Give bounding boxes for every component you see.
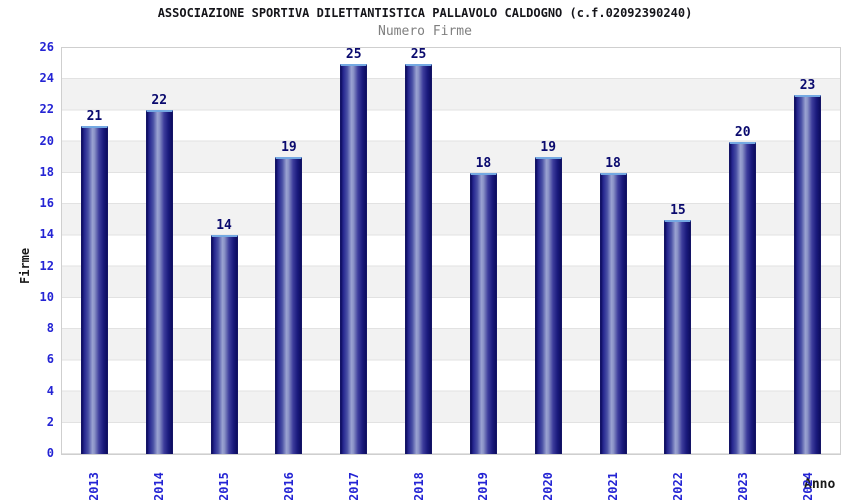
bar-2024 <box>794 94 822 454</box>
y-tick-label: 24 <box>39 71 54 86</box>
x-tick-label-2022: 2022 <box>670 472 685 500</box>
bar-2015 <box>210 235 238 454</box>
y-tick-label: 2 <box>46 414 54 429</box>
bar-2016 <box>275 157 303 454</box>
x-tick-label-2017: 2017 <box>346 472 361 500</box>
x-tick-label-2019: 2019 <box>476 472 491 500</box>
bar-2022 <box>664 219 692 454</box>
y-tick-label: 20 <box>39 133 54 148</box>
chart-title: ASSOCIAZIONE SPORTIVA DILETTANTISTICA PA… <box>157 6 693 20</box>
x-tick-label-2013: 2013 <box>87 472 102 500</box>
bar-2018 <box>405 63 433 454</box>
y-tick-label: 16 <box>39 196 54 211</box>
bar-value-label: 18 <box>605 155 621 171</box>
bar-value-label: 21 <box>86 109 103 125</box>
x-tick-label-2021: 2021 <box>606 472 621 500</box>
bar-value-label: 19 <box>540 140 557 156</box>
x-tick-label-2014: 2014 <box>152 472 167 500</box>
y-tick-label: 10 <box>39 289 54 304</box>
y-tick-label: 14 <box>39 227 54 242</box>
x-axis-title: Anno <box>804 477 836 492</box>
bar-value-label: 19 <box>281 140 297 156</box>
bar-value-label: 15 <box>670 202 686 218</box>
bar-value-label: 25 <box>345 46 362 62</box>
bar-2019 <box>469 172 497 454</box>
chart-subtitle: Numero Firme <box>378 24 472 39</box>
y-tick-label: 6 <box>46 352 54 367</box>
x-tick-label-2024: 2024 <box>800 472 815 500</box>
bar-2023 <box>729 141 757 454</box>
x-tick-label-2023: 2023 <box>735 472 750 500</box>
bar-value-label: 20 <box>734 124 751 140</box>
plot-area: 21 22 14 19 25 25 18 19 18 15 20 23 <box>61 47 841 455</box>
y-tick-label: 18 <box>39 164 54 179</box>
x-tick-label-2016: 2016 <box>281 472 296 500</box>
x-tick-label-2015: 2015 <box>217 472 232 500</box>
bar-value-label: 25 <box>410 46 427 62</box>
bar-2014 <box>145 110 173 454</box>
bar-2017 <box>340 63 368 454</box>
bar-value-label: 14 <box>216 218 232 234</box>
y-tick-label: 12 <box>39 258 54 273</box>
x-tick-label-2018: 2018 <box>411 472 426 500</box>
bar-value-label: 18 <box>475 155 492 171</box>
bar-value-label: 23 <box>799 77 816 93</box>
y-tick-label: 8 <box>46 321 54 336</box>
x-tick-label-2020: 2020 <box>541 472 556 500</box>
bar-2021 <box>599 172 627 454</box>
y-tick-label: 4 <box>46 383 54 398</box>
y-tick-label: 26 <box>39 40 54 54</box>
bar-2020 <box>534 157 562 454</box>
y-tick-label: 22 <box>39 102 54 117</box>
bar-2013 <box>80 126 108 454</box>
y-tick-label: 0 <box>46 446 54 460</box>
bar-value-label: 22 <box>151 93 168 109</box>
